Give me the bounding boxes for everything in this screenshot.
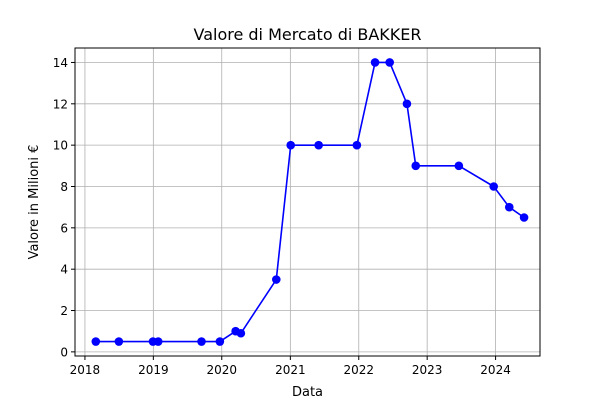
y-tick-label: 6 [60,221,68,235]
ticks: 2018 2019 2020 2021 2022 2023 2024 0 2 4 6 8 10 12 14 [53,56,511,377]
data-point [489,182,499,191]
series-line [95,61,525,343]
x-tick-label: 2018 [70,363,101,377]
data-point [215,337,225,346]
data-point [352,140,362,150]
y-tick-label: 12 [53,97,68,111]
x-tick-label: 2021 [275,363,306,377]
x-axis-label: Data [292,385,323,400]
data-point [114,337,124,346]
data-point [385,58,394,67]
data-point [519,213,529,222]
x-tick-label: 2023 [412,363,443,377]
chart-title: Valore di Mercato di BAKKER [193,25,421,44]
data-point [153,337,163,346]
y-tick-label: 0 [60,345,68,359]
x-tick-label: 2022 [343,363,374,377]
data-point [271,275,281,284]
data-point [504,202,514,212]
y-tick-label: 10 [53,139,68,153]
data-point [286,140,296,150]
y-tick-label: 4 [60,263,68,277]
data-point [454,161,464,171]
data-point [370,58,380,67]
y-tick-label: 14 [53,56,68,70]
x-tick-label: 2024 [480,363,511,377]
data-point [411,161,421,171]
series-layer [91,58,529,346]
data-point [197,337,206,346]
data-point [236,328,246,338]
data-point [402,99,412,109]
x-tick-label: 2019 [138,363,169,377]
y-tick-label: 8 [60,180,68,194]
x-tick-label: 2020 [206,363,237,377]
data-point [91,337,101,346]
plot-frame [74,47,541,357]
data-point [314,140,323,150]
y-tick-label: 2 [60,304,68,318]
y-axis-label: Valore in Milioni € [27,145,42,260]
